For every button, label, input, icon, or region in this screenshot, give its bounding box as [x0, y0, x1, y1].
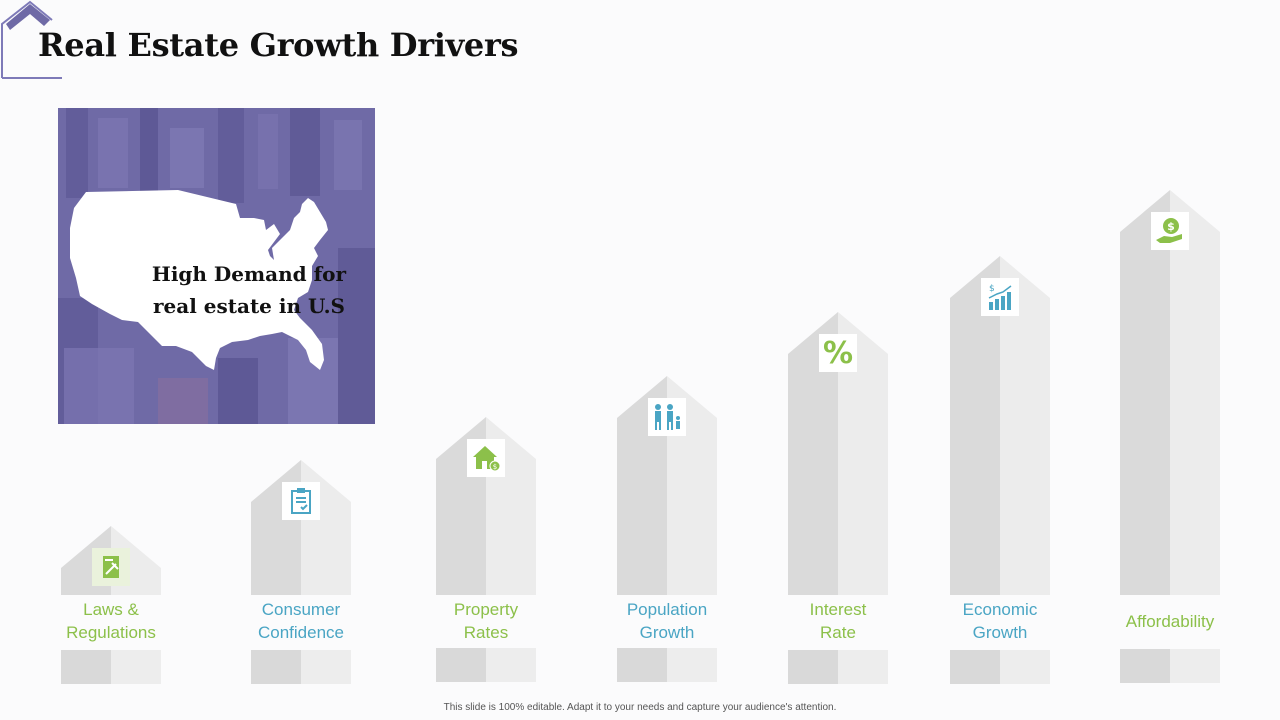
hero-line-1: High Demand for	[151, 262, 347, 286]
driver-label: Laws & Regulations	[41, 598, 181, 644]
svg-text:$: $	[1167, 220, 1175, 233]
us-demand-image: High Demand for real estate in U.S	[58, 108, 375, 424]
svg-text:$: $	[989, 284, 995, 294]
driver-label-line-1: Population	[626, 600, 708, 619]
driver-label: Affordability	[1100, 610, 1240, 633]
us-map-icon	[70, 190, 328, 370]
percent-icon: %	[819, 334, 857, 372]
page-title: Real Estate Growth Drivers	[38, 26, 519, 64]
hero-line-2: real estate in U.S	[152, 294, 345, 318]
driver-label-line-1: Economic	[962, 600, 1038, 619]
arrow-base	[436, 648, 536, 682]
svg-text:$: $	[493, 463, 497, 471]
driver-label: Population Growth	[597, 598, 737, 644]
arrow-base	[788, 650, 888, 684]
driver-label-line-2: Regulations	[66, 623, 156, 642]
growth-arrow	[1120, 190, 1220, 595]
driver-label: Consumer Confidence	[231, 598, 371, 644]
driver-label-line-2: Rate	[820, 623, 856, 642]
driver-label: Interest Rate	[768, 598, 908, 644]
driver-label-line-2: Growth	[972, 623, 1028, 642]
house-dollar-icon: $	[467, 439, 505, 477]
house-corner-icon	[1, 0, 62, 79]
driver-label-line-1: Laws &	[83, 600, 139, 619]
arrow-base	[1120, 649, 1220, 683]
driver-label-line-2: Confidence	[257, 623, 344, 642]
driver-label-line-2: Rates	[463, 623, 509, 642]
arrow-base	[61, 650, 161, 684]
family-icon	[648, 398, 686, 436]
footer-note: This slide is 100% editable. Adapt it to…	[443, 702, 837, 713]
hand-coin-icon: $	[1151, 212, 1189, 250]
driver-label: Property Rates	[416, 598, 556, 644]
driver-label-line-2: Growth	[639, 623, 695, 642]
driver-label-line-1: Affordability	[1125, 612, 1215, 631]
driver-label-line-1: Consumer	[261, 600, 341, 619]
growth-chart-icon: $	[981, 278, 1019, 316]
driver-label: Economic Growth	[930, 598, 1070, 644]
growth-arrow	[251, 460, 351, 595]
arrow-base	[950, 650, 1050, 684]
growth-arrow	[950, 256, 1050, 595]
city-skyline-image	[58, 108, 375, 424]
driver-label-line-1: Property	[453, 600, 519, 619]
clipboard-check-icon	[282, 482, 320, 520]
driver-label-line-1: Interest	[809, 600, 867, 619]
law-document-icon	[92, 548, 130, 586]
arrow-base	[251, 650, 351, 684]
arrow-base	[617, 648, 717, 682]
growth-arrow	[788, 312, 888, 595]
